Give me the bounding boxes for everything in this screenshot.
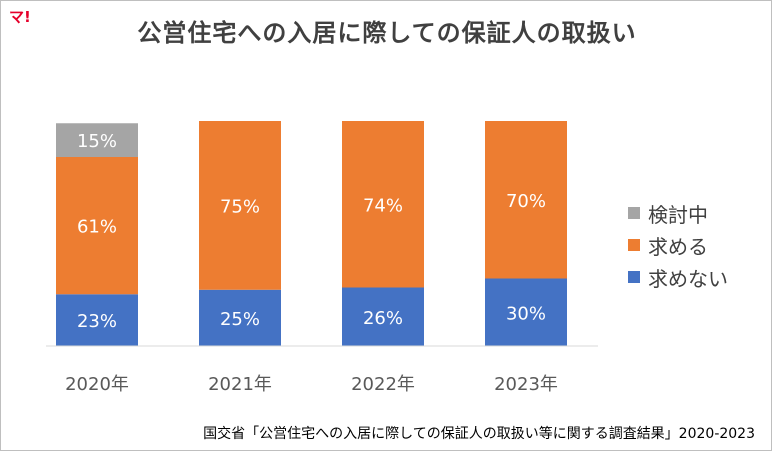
legend-label: 検討中 xyxy=(648,202,708,227)
x-tick-label-4: 2023年 xyxy=(494,374,558,395)
bar-segment-2-3 xyxy=(342,121,424,288)
data-label-1-3: 26% xyxy=(363,308,403,329)
data-label-2-4: 70% xyxy=(506,191,546,212)
chart-title: 公営住宅への入居に際しての保証人の取扱い xyxy=(137,19,637,47)
bar-segment-1-3 xyxy=(342,287,424,346)
legend-swatch xyxy=(628,207,640,219)
bar-segment-2-1 xyxy=(56,157,138,295)
bar-segment-1-4 xyxy=(485,278,567,346)
labels-layer: 23% 61% 15% 25% 75% 26% 74% 30% 70% xyxy=(77,131,546,332)
legend: 検討中求める求めない xyxy=(628,197,768,293)
legend-label: 求める xyxy=(648,234,708,259)
source-note: 国交省「公営住宅への入居に際しての保証人の取扱い等に関する調査結果」2020-2… xyxy=(203,426,755,442)
bar-segment-1-2 xyxy=(199,289,281,346)
bar-segment-2-2 xyxy=(199,121,281,290)
data-label-1-2: 25% xyxy=(220,309,260,330)
x-tick-label-1: 2020年 xyxy=(65,374,129,395)
x-tick-label-3: 2022年 xyxy=(351,374,415,395)
data-label-1-1: 23% xyxy=(77,311,117,332)
bar-segment-1-1 xyxy=(56,294,138,346)
data-label-2-1: 61% xyxy=(77,217,117,238)
svg-text:マ!: マ! xyxy=(9,8,31,26)
data-label-2-3: 74% xyxy=(363,195,403,216)
legend-swatch xyxy=(628,239,640,251)
data-label-2-2: 75% xyxy=(220,196,260,217)
brand-logo: マ! xyxy=(9,8,31,26)
data-label-3-1: 15% xyxy=(77,131,117,152)
bars-layer xyxy=(56,121,567,346)
legend-item-2: 求める xyxy=(628,229,768,261)
legend-label: 求めない xyxy=(648,266,728,291)
legend-item-3: 求めない xyxy=(628,261,768,293)
bar-segment-2-4 xyxy=(485,121,567,279)
legend-swatch xyxy=(628,271,640,283)
legend-item-1: 検討中 xyxy=(628,197,768,229)
x-tick-label-2: 2021年 xyxy=(208,374,272,395)
data-label-1-4: 30% xyxy=(506,303,546,324)
x-axis-labels: 2020年 2021年 2022年 2023年 xyxy=(65,374,558,395)
bar-segment-3-1 xyxy=(56,123,138,157)
